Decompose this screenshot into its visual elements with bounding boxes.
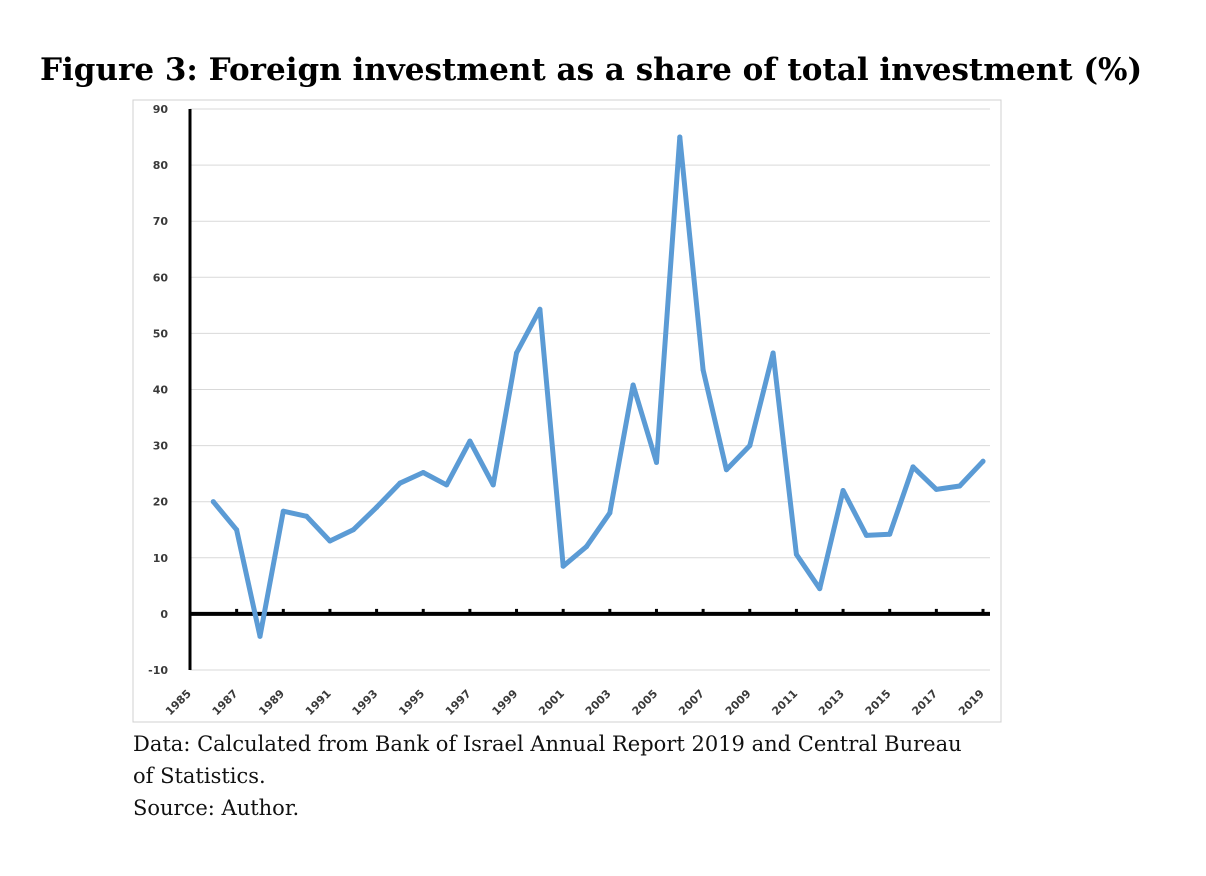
y-tick-label: 70 xyxy=(153,215,169,228)
y-tick-label: 90 xyxy=(153,103,169,116)
data-point xyxy=(327,538,333,544)
data-point xyxy=(747,443,753,449)
x-tick-label: 1985 xyxy=(163,687,194,718)
data-point xyxy=(397,480,403,486)
data-point xyxy=(234,527,240,533)
data-point xyxy=(723,467,729,473)
data-point xyxy=(537,306,543,312)
data-point xyxy=(607,510,613,516)
y-tick-label: 40 xyxy=(153,384,169,397)
data-point xyxy=(630,382,636,388)
y-tick-label: 50 xyxy=(153,327,169,340)
data-point xyxy=(933,486,939,492)
data-point xyxy=(910,464,916,470)
x-axis-ticks: 1985 1987 1989 1991 1993 1995 1997 1999 2001 2003… xyxy=(163,687,987,718)
y-tick-label: 0 xyxy=(160,608,168,621)
caption-line-2: of Statistics. xyxy=(133,764,266,788)
data-point xyxy=(653,459,659,465)
data-point xyxy=(863,532,869,538)
chart-frame xyxy=(132,99,1002,723)
data-point xyxy=(560,563,566,569)
x-tick-label: 1999 xyxy=(490,687,521,718)
y-tick-label: 10 xyxy=(153,552,169,565)
data-point xyxy=(887,531,893,537)
caption-line-3: Source: Author. xyxy=(133,796,300,820)
x-axis-tick-marks xyxy=(188,608,985,615)
data-point xyxy=(584,544,590,550)
x-tick-label: 2013 xyxy=(816,687,847,718)
x-tick-label: 2001 xyxy=(536,687,567,718)
grid-lines xyxy=(190,108,990,671)
y-tick-label: 80 xyxy=(153,159,169,172)
data-point xyxy=(700,367,706,373)
data-point xyxy=(280,508,286,514)
figure-title: Figure 3: Foreign investment as a share … xyxy=(40,52,1143,88)
x-tick-label: 2003 xyxy=(583,687,614,718)
data-point xyxy=(257,633,263,639)
x-tick-label: 2017 xyxy=(909,687,940,718)
x-tick-label: 2011 xyxy=(769,687,800,718)
series-line-foreign-investment xyxy=(210,134,986,639)
data-point xyxy=(304,513,310,519)
x-tick-label: 2009 xyxy=(723,687,754,718)
figure-caption: Data: Calculated from Bank of Israel Ann… xyxy=(133,728,1093,824)
x-tick-label: 1993 xyxy=(350,687,381,718)
x-tick-label: 1995 xyxy=(396,687,427,718)
data-point xyxy=(210,499,216,505)
data-point xyxy=(350,527,356,533)
x-tick-label: 1991 xyxy=(303,687,334,718)
data-point xyxy=(840,487,846,493)
data-point xyxy=(793,551,799,557)
data-point xyxy=(490,482,496,488)
data-point xyxy=(514,350,520,356)
x-tick-label: 1989 xyxy=(256,687,287,718)
data-point xyxy=(467,438,473,444)
x-tick-label: 2005 xyxy=(630,687,661,718)
data-point xyxy=(817,586,823,592)
x-tick-label: 1987 xyxy=(210,687,241,718)
data-point xyxy=(770,350,776,356)
y-axis-ticks: -10 0 10 20 30 40 50 60 70 80 90 xyxy=(148,103,168,677)
data-point xyxy=(444,482,450,488)
x-tick-label: 2015 xyxy=(863,687,894,718)
y-tick-label: -10 xyxy=(148,664,168,677)
data-point xyxy=(957,483,963,489)
caption-line-1: Data: Calculated from Bank of Israel Ann… xyxy=(133,732,962,756)
x-tick-label: 1997 xyxy=(443,687,474,718)
x-tick-label: 2007 xyxy=(676,687,707,718)
data-point xyxy=(980,458,986,464)
data-point xyxy=(677,134,683,140)
y-tick-label: 60 xyxy=(153,271,169,284)
data-point xyxy=(374,504,380,510)
y-tick-label: 20 xyxy=(153,496,169,509)
data-points xyxy=(210,134,986,639)
data-point xyxy=(420,470,426,476)
x-tick-label: 2019 xyxy=(956,687,987,718)
y-tick-label: 30 xyxy=(153,440,169,453)
